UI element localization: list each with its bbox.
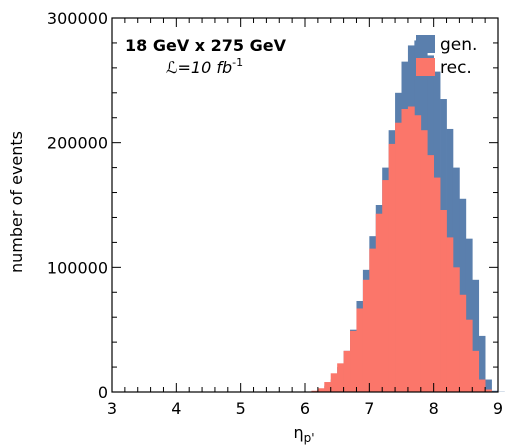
x-tick-label: 5 — [236, 399, 246, 418]
rec-bar — [324, 382, 332, 392]
x-tick-label: 7 — [364, 399, 374, 418]
y-tick-label: 300000 — [47, 9, 108, 28]
gen-bar — [491, 390, 499, 392]
rec-bar — [395, 122, 402, 392]
rec-bar — [350, 330, 357, 392]
gen-bar — [485, 379, 492, 392]
rec-bar — [478, 379, 486, 392]
rec-bar — [446, 237, 454, 392]
rec-bar — [440, 209, 447, 392]
legend-label-rec: rec. — [440, 58, 472, 78]
rec-bar — [414, 115, 422, 393]
rec-bar — [369, 248, 377, 392]
rec-bar — [472, 350, 480, 392]
y-tick-label: 0 — [98, 383, 108, 402]
rec-bar — [452, 267, 460, 392]
rec-bar — [459, 294, 467, 392]
x-tick-label: 9 — [493, 399, 503, 418]
rec-bar — [362, 279, 370, 392]
gen-bar — [465, 238, 473, 392]
rec-bar — [407, 106, 415, 392]
rec-bar — [317, 388, 325, 392]
rec-bar — [375, 213, 383, 392]
rec-bar — [337, 363, 344, 392]
rec-bar — [343, 350, 351, 392]
x-tick-label: 4 — [171, 399, 181, 418]
legend-swatch-rec — [416, 58, 435, 76]
rec-bar — [401, 109, 409, 392]
x-tick-label: 3 — [107, 399, 117, 418]
rec-bar — [485, 389, 492, 392]
rec-bar — [427, 155, 435, 392]
y-tick-label: 100000 — [47, 258, 108, 277]
x-tick-label: 8 — [429, 399, 439, 418]
tick-labels: 3 4 5 6 7 8 9 0 100000 200000 300000 — [47, 9, 503, 418]
gen-bar — [472, 279, 480, 392]
rec-bar — [356, 308, 364, 392]
x-axis-label: ηp' — [293, 423, 314, 445]
rec-bar — [311, 390, 319, 392]
y-tick-label: 200000 — [47, 134, 108, 153]
rec-series — [311, 106, 499, 393]
legend-label-gen: gen. — [440, 35, 477, 55]
rec-bar — [420, 130, 428, 392]
rec-bar — [330, 373, 338, 392]
rec-bar — [433, 177, 441, 392]
axis-ticks — [111, 17, 499, 393]
rec-bar — [382, 180, 389, 392]
legend: gen. rec. — [416, 35, 477, 78]
rec-bar — [465, 319, 473, 392]
legend-swatch-gen — [416, 35, 435, 53]
gen-bar — [478, 335, 486, 392]
energy-annotation: 18 GeV x 275 GeV — [125, 36, 287, 55]
rec-bar — [388, 143, 396, 392]
luminosity-annotation: ℒ=10 fb-1 — [166, 56, 243, 77]
y-axis-label: number of events — [7, 131, 26, 273]
x-tick-label: 6 — [300, 399, 310, 418]
